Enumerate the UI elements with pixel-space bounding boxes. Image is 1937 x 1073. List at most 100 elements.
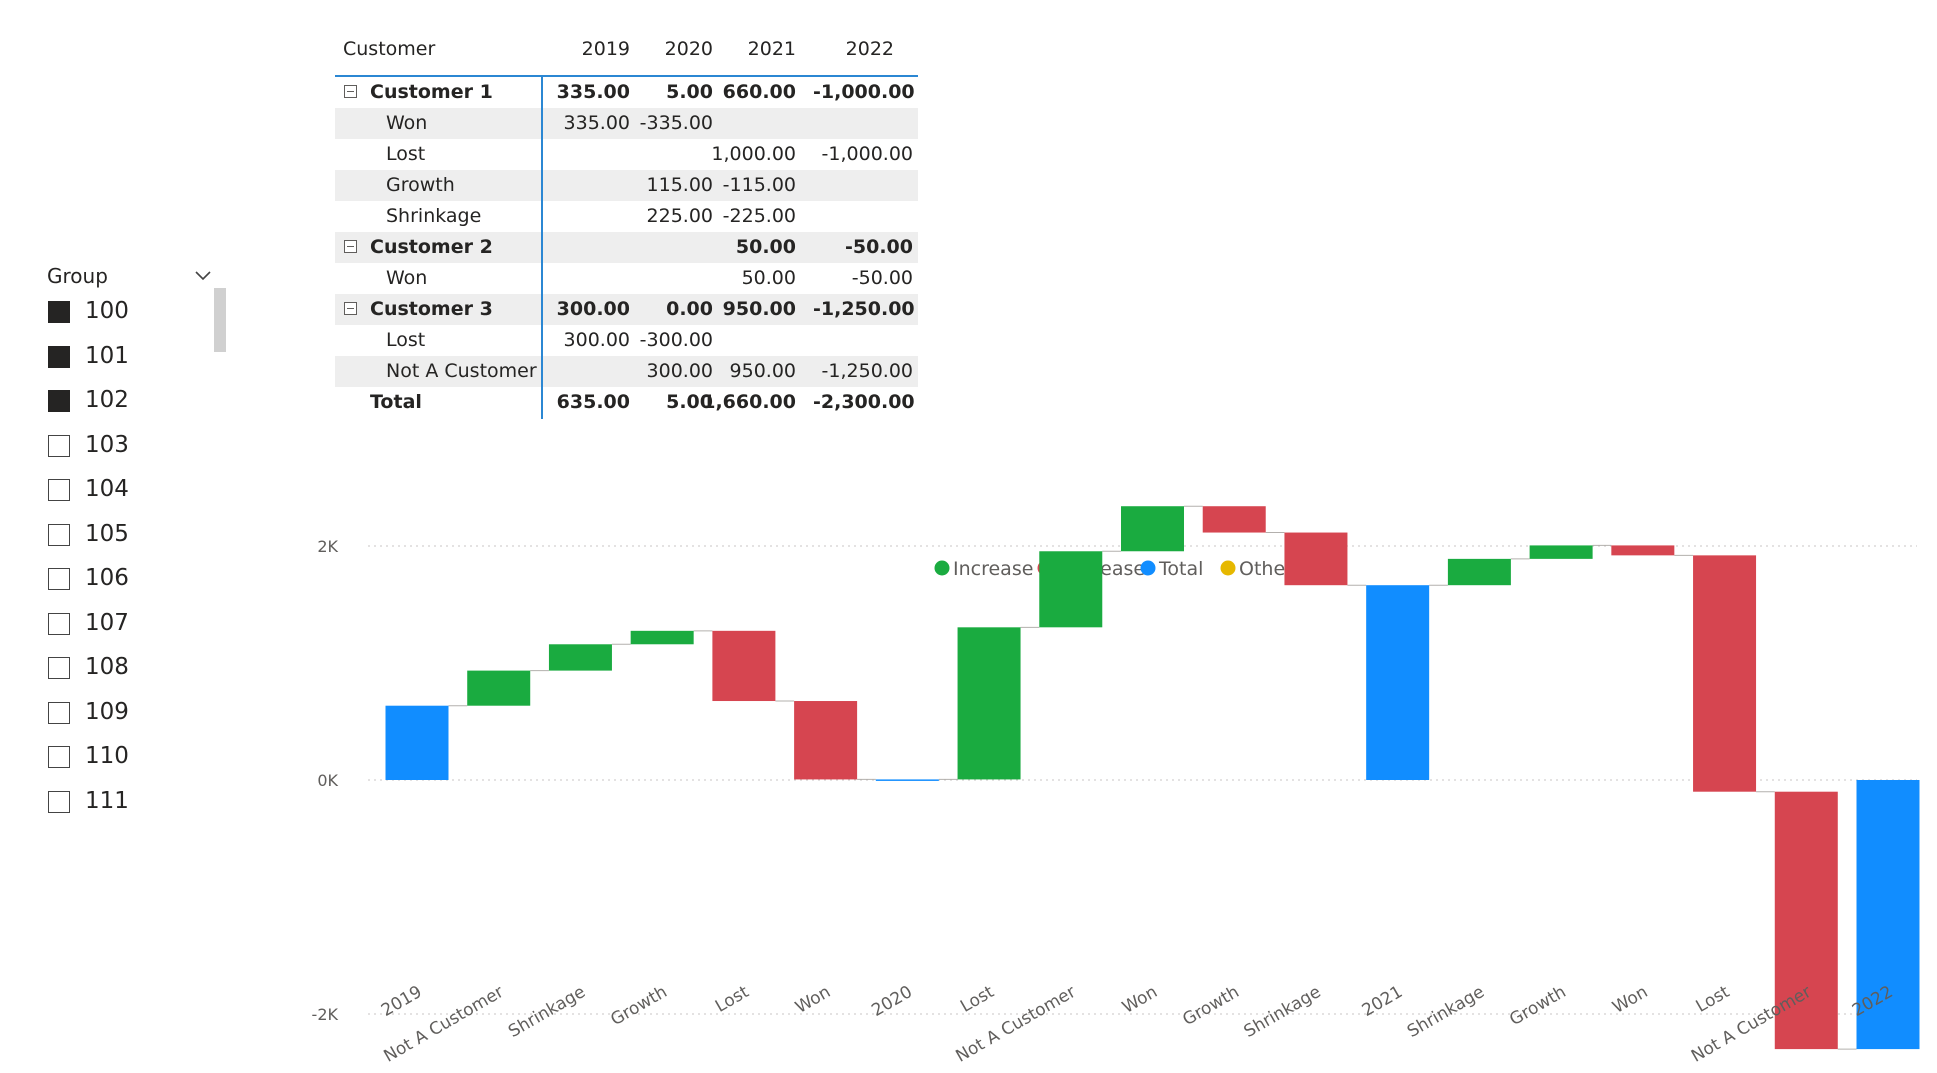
slicer-item-9[interactable]: 109 (47, 697, 197, 727)
matrix-header-2019[interactable]: 2019 (581, 38, 630, 60)
legend-swatch-icon (1140, 560, 1156, 576)
matrix-header-customer[interactable]: Customer (343, 38, 436, 60)
waterfall-bar-total[interactable] (1366, 585, 1430, 780)
x-category-label: Won (792, 982, 834, 1018)
collapse-icon[interactable] (344, 240, 357, 253)
matrix-cell: 335.00 (556, 81, 630, 103)
slicer-item-10[interactable]: 110 (47, 741, 197, 771)
legend-swatch-icon (934, 560, 950, 576)
checkbox-empty-icon[interactable] (48, 434, 70, 457)
matrix-header-2021[interactable]: 2021 (747, 38, 796, 60)
collapse-icon[interactable] (344, 85, 357, 98)
x-category-label: Lost (1693, 982, 1734, 1017)
checkbox-empty-icon[interactable] (48, 479, 70, 501)
slicer-header[interactable]: Group (47, 262, 227, 292)
checkbox-empty-icon[interactable] (48, 701, 70, 724)
waterfall-bar-increase[interactable] (957, 627, 1021, 780)
matrix-cell: 1,000.00 (711, 143, 796, 165)
matrix-cell: 50.00 (735, 236, 796, 258)
matrix-cell: 50.00 (741, 267, 796, 289)
checkbox-checked-icon[interactable] (48, 345, 70, 368)
y-tick-label: -2K (312, 1005, 339, 1024)
matrix-detail-row[interactable]: Won 50.00 -50.00 (335, 263, 918, 294)
waterfall-bar-increase[interactable] (630, 630, 694, 645)
matrix-cell: 115.00 (646, 174, 713, 196)
waterfall-bar-decrease[interactable] (794, 701, 858, 780)
slicer-item-label: 105 (85, 520, 129, 547)
waterfall-bar-total[interactable] (1856, 780, 1920, 1050)
x-category-label: Growth (1506, 982, 1569, 1030)
waterfall-bar-decrease[interactable] (1693, 555, 1757, 792)
slicer-item-11[interactable]: 111 (47, 786, 197, 816)
slicer-scrollbar[interactable] (214, 288, 226, 352)
y-axis: 2K 0K -2K (312, 537, 339, 1024)
waterfall-bar-increase[interactable] (467, 670, 531, 706)
waterfall-bar-increase[interactable] (1529, 545, 1593, 559)
waterfall-bar-increase[interactable] (1447, 558, 1511, 586)
matrix-cell: 335.00 (563, 112, 630, 134)
matrix-detail-row[interactable]: Lost 300.00 -300.00 (335, 325, 918, 356)
matrix-header-2022[interactable]: 2022 (845, 38, 894, 60)
matrix-detail-row[interactable]: Shrinkage 225.00 -225.00 (335, 201, 918, 232)
matrix-group-row[interactable]: Customer 3 300.00 0.00 950.00 -1,250.00 (335, 294, 918, 325)
slicer-item-7[interactable]: 107 (47, 608, 197, 638)
legend-label[interactable]: Total (1158, 558, 1203, 580)
waterfall-bar-decrease[interactable] (1284, 532, 1348, 586)
waterfall-bar-decrease[interactable] (1774, 791, 1838, 1050)
checkbox-checked-icon[interactable] (48, 390, 70, 412)
waterfall-connectors (448, 505, 1857, 1050)
matrix-detail-row[interactable]: Lost 1,000.00 -1,000.00 (335, 139, 918, 170)
legend-label[interactable]: Increase (953, 558, 1033, 580)
slicer-item-2[interactable]: 102 (47, 385, 197, 415)
legend-label[interactable]: Other (1239, 558, 1293, 580)
matrix-group-row[interactable]: Total 635.00 5.00 1,660.00 -2,300.00 (335, 387, 918, 418)
checkbox-empty-icon[interactable] (48, 568, 70, 590)
matrix-row-label: Shrinkage (386, 205, 482, 227)
slicer-item-0[interactable]: 100 (47, 296, 197, 326)
slicer-item-label: 110 (85, 743, 129, 769)
matrix-row-label: Customer 2 (370, 236, 493, 258)
waterfall-bar-total[interactable] (385, 705, 449, 780)
x-category-label: Won (1119, 982, 1161, 1018)
waterfall-bar-increase[interactable] (548, 644, 612, 671)
chart-gridlines (368, 545, 1917, 1015)
collapse-icon[interactable] (344, 302, 357, 315)
x-category-label: 2020 (868, 982, 915, 1021)
matrix-detail-row[interactable]: Not A Customer 300.00 950.00 -1,250.00 (335, 356, 918, 387)
checkbox-empty-icon[interactable] (48, 523, 70, 546)
waterfall-bar-increase[interactable] (1121, 506, 1184, 552)
matrix-detail-row[interactable]: Won 335.00 -335.00 (335, 108, 918, 139)
slicer-item-label: 104 (85, 476, 129, 502)
matrix-cell: -50.00 (845, 236, 913, 258)
checkbox-empty-icon[interactable] (48, 746, 70, 768)
slicer-item-8[interactable]: 108 (47, 652, 197, 682)
slicer-item-label: 109 (85, 698, 129, 725)
waterfall-bar-decrease[interactable] (712, 630, 776, 702)
matrix-cell: 660.00 (722, 81, 796, 103)
slicer-item-4[interactable]: 104 (47, 474, 197, 504)
checkbox-checked-icon[interactable] (48, 301, 70, 323)
slicer-item-5[interactable]: 105 (47, 519, 197, 549)
checkbox-empty-icon[interactable] (48, 790, 70, 813)
matrix-row-label: Total (370, 391, 422, 413)
matrix-detail-row[interactable]: Growth 115.00 -115.00 (335, 170, 918, 201)
matrix-header-2020[interactable]: 2020 (664, 38, 713, 60)
x-category-label: Shrinkage (1404, 982, 1488, 1042)
chevron-down-icon[interactable] (193, 266, 213, 286)
waterfall-bar-total[interactable] (875, 779, 939, 781)
matrix-group-row[interactable]: Customer 2 50.00 -50.00 (335, 232, 918, 263)
x-category-label: Won (1609, 982, 1651, 1018)
slicer-item-label: 102 (85, 387, 129, 413)
matrix-row-label: Not A Customer (386, 360, 537, 382)
slicer-item-6[interactable]: 106 (47, 563, 197, 593)
slicer-item-1[interactable]: 101 (47, 341, 197, 371)
matrix-group-row[interactable]: Customer 1 335.00 5.00 660.00 -1,000.00 (335, 77, 918, 108)
waterfall-bar-increase[interactable] (1039, 551, 1103, 628)
slicer-item-3[interactable]: 103 (47, 430, 197, 460)
waterfall-bar-decrease[interactable] (1202, 506, 1266, 533)
checkbox-empty-icon[interactable] (48, 612, 70, 635)
matrix-cell: -50.00 (851, 267, 913, 289)
checkbox-empty-icon[interactable] (48, 657, 70, 679)
waterfall-bar-decrease[interactable] (1611, 545, 1675, 556)
